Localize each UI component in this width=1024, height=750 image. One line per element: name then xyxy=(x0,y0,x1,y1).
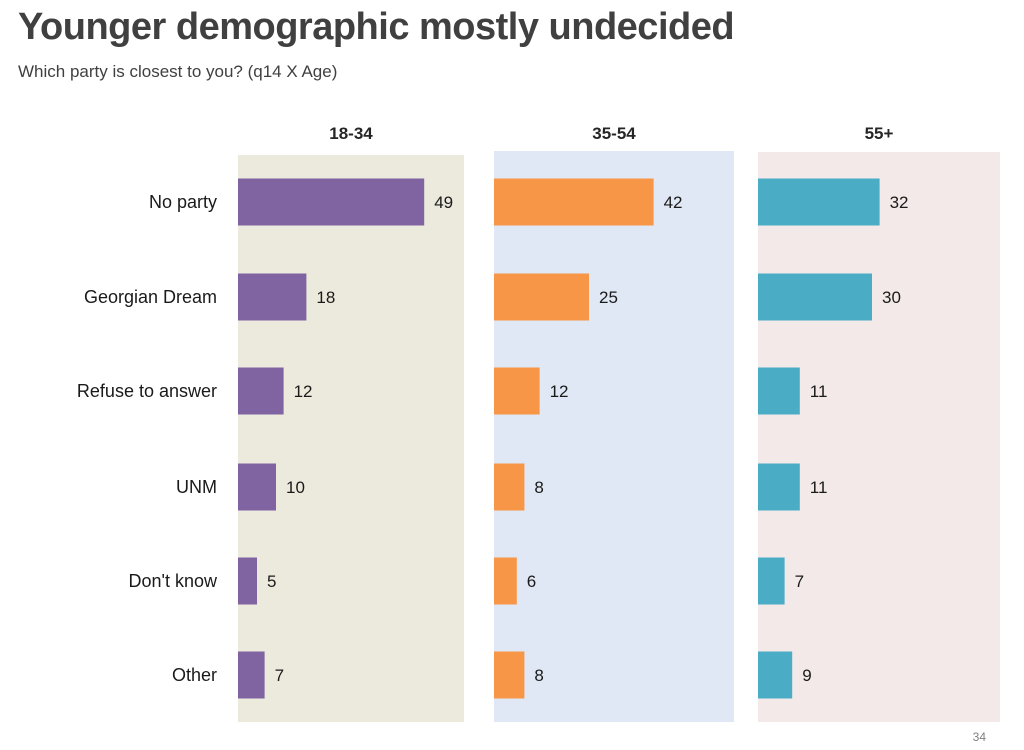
data-label: 8 xyxy=(534,478,543,497)
data-label: 30 xyxy=(882,288,901,307)
panel-background xyxy=(238,155,464,722)
data-label: 32 xyxy=(890,193,909,212)
bar xyxy=(238,367,284,415)
page-title: Younger demographic mostly undecided xyxy=(18,6,735,48)
bar xyxy=(238,557,257,605)
bar xyxy=(494,557,517,605)
panel-background xyxy=(758,152,1000,722)
panel-title: 35-54 xyxy=(592,124,636,143)
data-label: 8 xyxy=(534,666,543,685)
panel-background xyxy=(494,151,734,722)
data-label: 10 xyxy=(286,478,305,497)
bar xyxy=(758,651,793,699)
panel-title: 18-34 xyxy=(329,124,373,143)
bar xyxy=(494,463,525,511)
bar xyxy=(494,273,589,321)
bar xyxy=(758,178,880,226)
data-label: 11 xyxy=(810,382,828,401)
bar xyxy=(238,178,425,226)
data-label: 5 xyxy=(267,572,276,591)
data-label: 12 xyxy=(294,382,313,401)
page-number: 34 xyxy=(972,730,986,744)
category-label: Georgian Dream xyxy=(84,287,217,307)
data-label: 12 xyxy=(550,382,569,401)
data-label: 9 xyxy=(802,666,811,685)
bar xyxy=(758,273,872,321)
bar xyxy=(238,463,276,511)
category-label: Other xyxy=(172,665,217,685)
data-label: 49 xyxy=(434,193,453,212)
bar xyxy=(758,463,800,511)
category-label: Refuse to answer xyxy=(77,381,217,401)
bar xyxy=(758,367,800,415)
page-subtitle: Which party is closest to you? (q14 X Ag… xyxy=(18,62,338,81)
bar xyxy=(758,557,785,605)
bar xyxy=(494,367,540,415)
data-label: 18 xyxy=(316,288,335,307)
panel-title: 55+ xyxy=(865,124,894,143)
data-label: 7 xyxy=(795,572,804,591)
category-label: Don't know xyxy=(129,571,218,591)
bar xyxy=(238,651,265,699)
bar xyxy=(494,651,525,699)
data-label: 6 xyxy=(527,572,536,591)
data-label: 42 xyxy=(664,193,683,212)
bar xyxy=(238,273,307,321)
category-label: No party xyxy=(149,192,217,212)
data-label: 7 xyxy=(275,666,284,685)
bar xyxy=(494,178,654,226)
data-label: 25 xyxy=(599,288,618,307)
data-label: 11 xyxy=(810,478,828,497)
category-label: UNM xyxy=(176,477,217,497)
